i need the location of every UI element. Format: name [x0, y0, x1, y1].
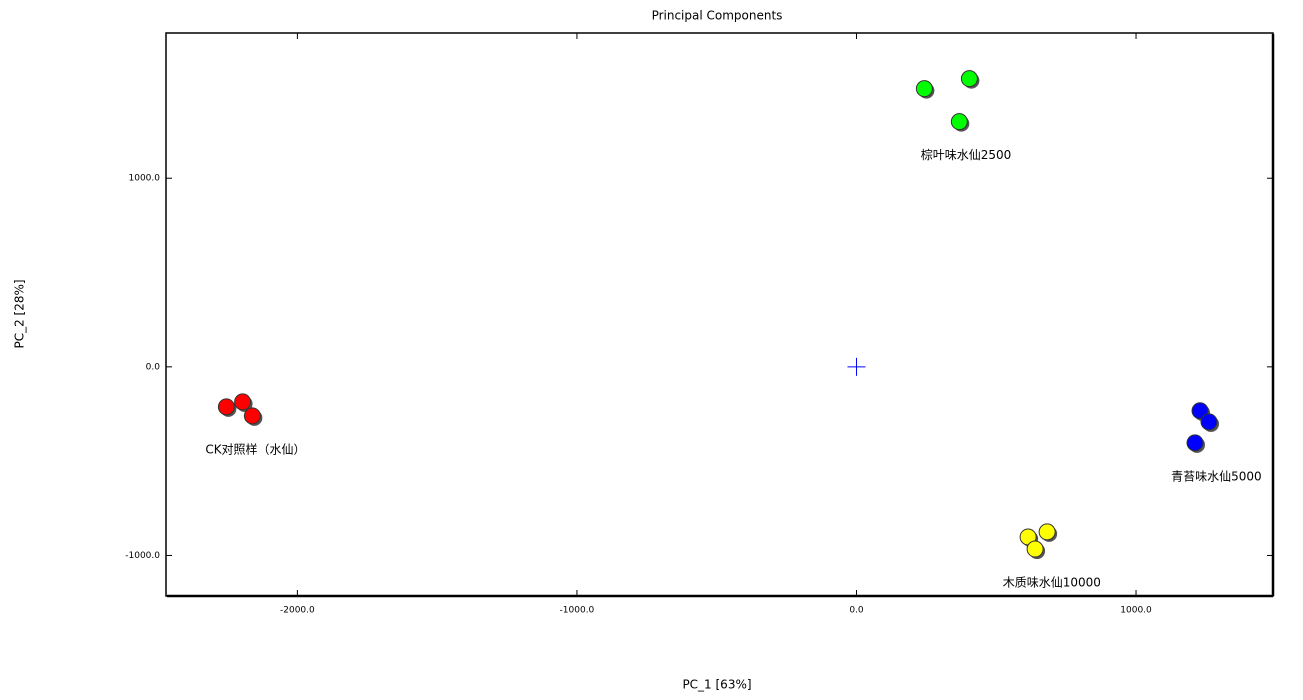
chart-title: Principal Components [652, 9, 783, 23]
y-axis-label: PC_2 [28%] [13, 279, 27, 348]
x-axis-label: PC_1 [63%] [682, 678, 751, 692]
x-tick-label: 0.0 [849, 606, 864, 616]
point [1191, 402, 1209, 420]
cluster-label: 棕叶味水仙2500 [921, 147, 1012, 162]
point [234, 393, 252, 411]
x-tick-label: 1000.0 [1120, 606, 1152, 616]
point [1200, 413, 1218, 431]
point [243, 407, 261, 425]
point [1038, 523, 1056, 541]
cluster-label: 青苔味水仙5000 [1171, 469, 1262, 483]
point [915, 80, 933, 98]
plot-frame [165, 32, 1274, 597]
x-tick-label: -2000.0 [280, 606, 315, 616]
y-tick-label: 1000.0 [129, 174, 161, 184]
point [950, 113, 968, 131]
cluster-label: CK对照样（水仙） [205, 441, 305, 456]
cluster-label: 木质味水仙10000 [1003, 576, 1101, 590]
point [1026, 540, 1044, 558]
point [1186, 434, 1204, 452]
y-tick-label: -1000.0 [125, 551, 160, 561]
point [217, 398, 235, 416]
y-tick-label: 0.0 [146, 362, 161, 372]
point [960, 70, 978, 88]
x-tick-label: -1000.0 [560, 606, 595, 616]
